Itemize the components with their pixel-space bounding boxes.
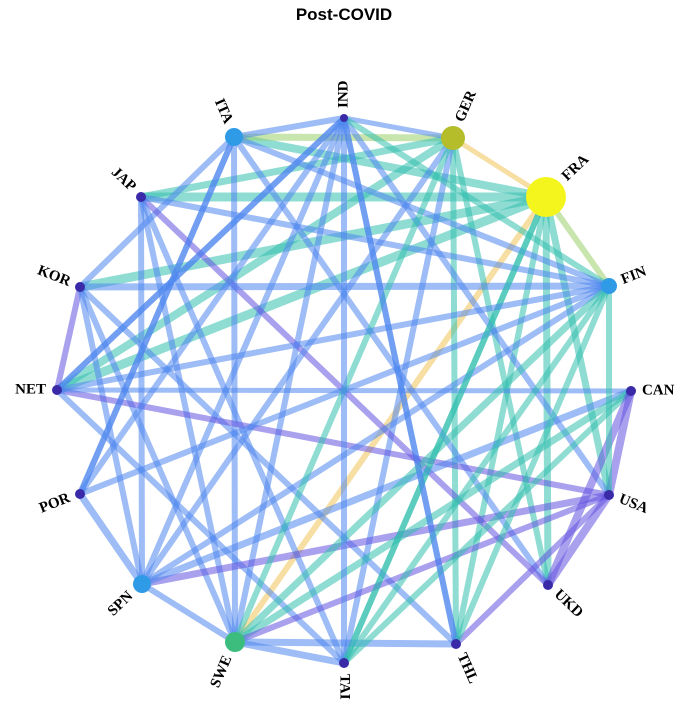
edge [231,115,347,140]
edge [139,135,456,587]
node-label: TAI [337,674,353,700]
node-label: POR [37,490,72,517]
node [601,278,617,294]
edge [232,492,612,645]
edge [54,115,347,393]
edge [232,194,549,645]
edge [77,284,145,587]
edge [605,387,635,499]
node [52,385,62,395]
node [339,658,349,668]
title: Post-COVID [296,5,392,24]
edge [138,194,612,289]
node-label: SWE [208,653,236,690]
edge [76,490,146,588]
node [75,489,85,499]
node-label: FRA [559,151,592,184]
edge [77,134,237,497]
node [526,177,566,217]
edge [341,115,612,289]
edge [341,115,456,141]
node-label: GER [452,88,480,124]
edge [544,387,635,589]
node [451,639,461,649]
node [626,386,636,396]
edge [453,283,612,647]
node [133,575,151,593]
edge [341,283,612,666]
node-label: CAN [642,382,675,398]
node-label: KOR [35,263,73,290]
node-label: UKD [551,586,586,621]
node-label: FIN [619,263,649,287]
edge [453,492,612,647]
node [225,632,245,652]
node [340,114,348,122]
node [543,580,553,590]
edge [139,283,612,587]
node-label: ITA [211,96,236,126]
edge [232,115,347,645]
edge [137,134,457,201]
edge [230,133,550,201]
node [225,128,243,146]
edge [341,135,456,666]
edge [138,491,613,588]
edge [231,282,613,646]
node-label: NET [15,381,46,397]
node [75,282,85,292]
edge [77,115,347,497]
edge [231,134,551,588]
edge [231,638,348,667]
node-label: SPN [105,588,137,619]
edge [54,284,83,393]
edge [341,194,549,666]
edge [54,387,612,498]
edge [231,387,635,646]
node-label: IND [335,80,351,108]
edge [341,388,634,666]
edges [52,115,635,667]
edge [54,283,612,393]
edge [341,115,459,647]
node-label: THL [454,651,481,686]
node-label: JAP [108,164,139,195]
node [604,490,614,500]
node [136,192,146,202]
edge [139,581,238,645]
edge [542,193,613,499]
node-label: USA [616,491,650,517]
node [441,126,465,150]
